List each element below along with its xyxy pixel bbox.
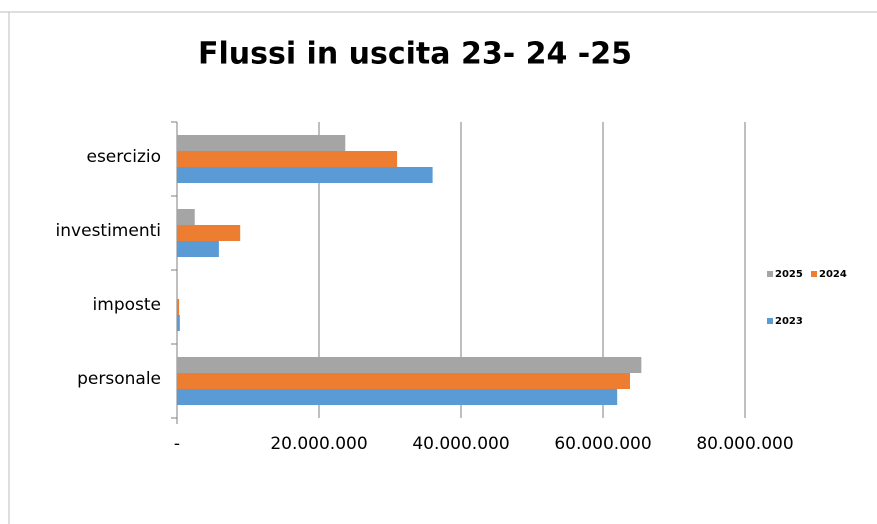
bar: [177, 299, 180, 315]
bar: [177, 283, 178, 299]
y-tick-label: personale: [77, 369, 161, 389]
bar: [177, 225, 241, 241]
bar: [177, 167, 433, 183]
y-tick-label: esercizio: [86, 147, 161, 167]
x-tick-label: 80.000.000: [696, 434, 793, 454]
bar: [177, 315, 180, 331]
y-tick-label: imposte: [93, 295, 161, 315]
bar: [177, 357, 642, 373]
legend-label: 2024: [819, 269, 847, 280]
legend-swatch: [767, 318, 773, 324]
legend-label: 2025: [775, 269, 803, 280]
legend-swatch: [811, 271, 817, 277]
bar: [177, 209, 195, 225]
bar: [177, 373, 630, 389]
bar: [177, 241, 219, 257]
x-tick-label: 60.000.000: [554, 434, 651, 454]
legend-swatch: [767, 271, 773, 277]
bar: [177, 151, 398, 167]
legend-label: 2023: [775, 316, 803, 327]
x-tick-label: 20.000.000: [270, 434, 367, 454]
x-tick-label: -: [174, 434, 180, 454]
bar: [177, 135, 346, 151]
y-tick-label: investimenti: [56, 221, 161, 241]
chart-title: Flussi in uscita 23- 24 -25: [198, 37, 632, 72]
bar: [177, 389, 618, 405]
x-tick-label: 40.000.000: [412, 434, 509, 454]
